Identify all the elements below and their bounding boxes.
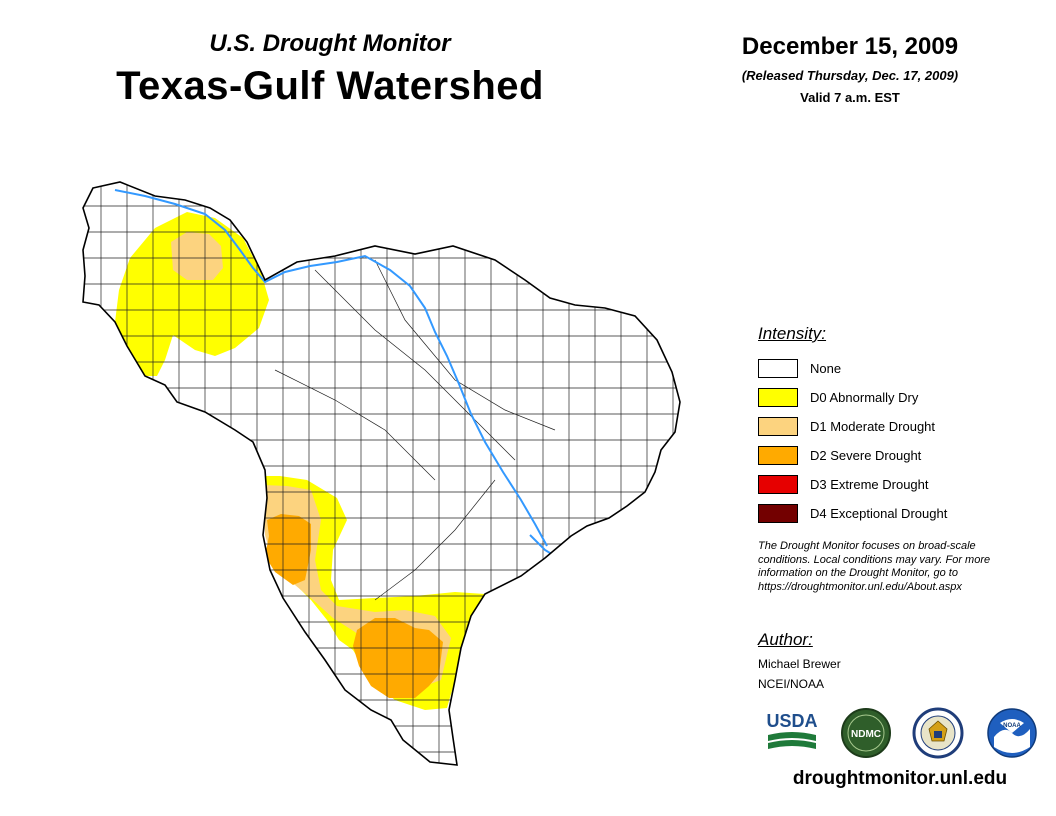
valid-time: Valid 7 a.m. EST bbox=[800, 90, 900, 105]
legend-item-d2: D2 Severe Drought bbox=[758, 441, 1048, 470]
legend-label: D3 Extreme Drought bbox=[810, 477, 929, 492]
ndmc-logo[interactable]: NDMC bbox=[840, 707, 892, 759]
d2-area-west bbox=[265, 514, 311, 585]
legend-label: D4 Exceptional Drought bbox=[810, 506, 948, 521]
author-title: Author: bbox=[758, 630, 813, 649]
commerce-seal-logo[interactable] bbox=[912, 707, 964, 759]
legend-item-none: None bbox=[758, 354, 1048, 383]
disclaimer-note: The Drought Monitor focuses on broad-sca… bbox=[758, 540, 1048, 594]
d2-area-south bbox=[353, 618, 443, 698]
ndmc-logo-text: NDMC bbox=[851, 729, 881, 740]
noaa-logo-text: NOAA bbox=[1003, 723, 1021, 729]
legend-swatch bbox=[758, 417, 798, 436]
usda-logo[interactable]: USDA bbox=[764, 707, 820, 757]
red-river bbox=[114, 189, 548, 547]
legend-label: D0 Abnormally Dry bbox=[810, 390, 919, 405]
legend-title: Intensity: bbox=[758, 324, 827, 343]
legend-item-d4: D4 Exceptional Drought bbox=[758, 499, 1048, 528]
legend-label: D1 Moderate Drought bbox=[810, 419, 936, 434]
note-link[interactable]: https://droughtmonitor.unl.edu/About.asp… bbox=[758, 580, 962, 593]
author-name: Michael Brewer bbox=[758, 657, 841, 671]
noaa-logo[interactable]: NOAA bbox=[986, 707, 1038, 759]
website-link[interactable]: droughtmonitor.unl.edu bbox=[792, 768, 1008, 789]
legend-item-d1: D1 Moderate Drought bbox=[758, 412, 1048, 441]
legend-swatch bbox=[758, 388, 798, 407]
note-line: conditions. Local conditions may vary. F… bbox=[758, 553, 991, 566]
legend-item-d0: D0 Abnormally Dry bbox=[758, 383, 1048, 412]
usda-logo-text: USDA bbox=[766, 711, 817, 731]
d1-area-north bbox=[171, 232, 223, 280]
map-date: December 15, 2009 bbox=[741, 33, 959, 60]
legend-swatch bbox=[758, 446, 798, 465]
legend-swatch bbox=[758, 359, 798, 378]
drought-areas bbox=[115, 212, 485, 710]
note-line: information on the Drought Monitor, go t… bbox=[758, 567, 958, 579]
note-line: The Drought Monitor focuses on broad-sca… bbox=[758, 540, 976, 552]
map-supertitle: U.S. Drought Monitor bbox=[209, 30, 451, 57]
author-org: NCEI/NOAA bbox=[758, 677, 825, 691]
partner-logos: USDA NDMC NOAA bbox=[764, 707, 1044, 759]
legend: Intensity: None D0 Abnormally Dry D1 Mod… bbox=[758, 324, 1048, 528]
legend-swatch bbox=[758, 504, 798, 523]
legend-item-d3: D3 Extreme Drought bbox=[758, 470, 1048, 499]
release-date: (Released Thursday, Dec. 17, 2009) bbox=[741, 68, 959, 83]
legend-label: D2 Severe Drought bbox=[810, 448, 922, 463]
legend-swatch bbox=[758, 475, 798, 494]
map-title: Texas-Gulf Watershed bbox=[116, 64, 544, 108]
d0-area-north bbox=[115, 212, 269, 376]
legend-label: None bbox=[810, 361, 842, 376]
watershed-map bbox=[82, 181, 681, 766]
